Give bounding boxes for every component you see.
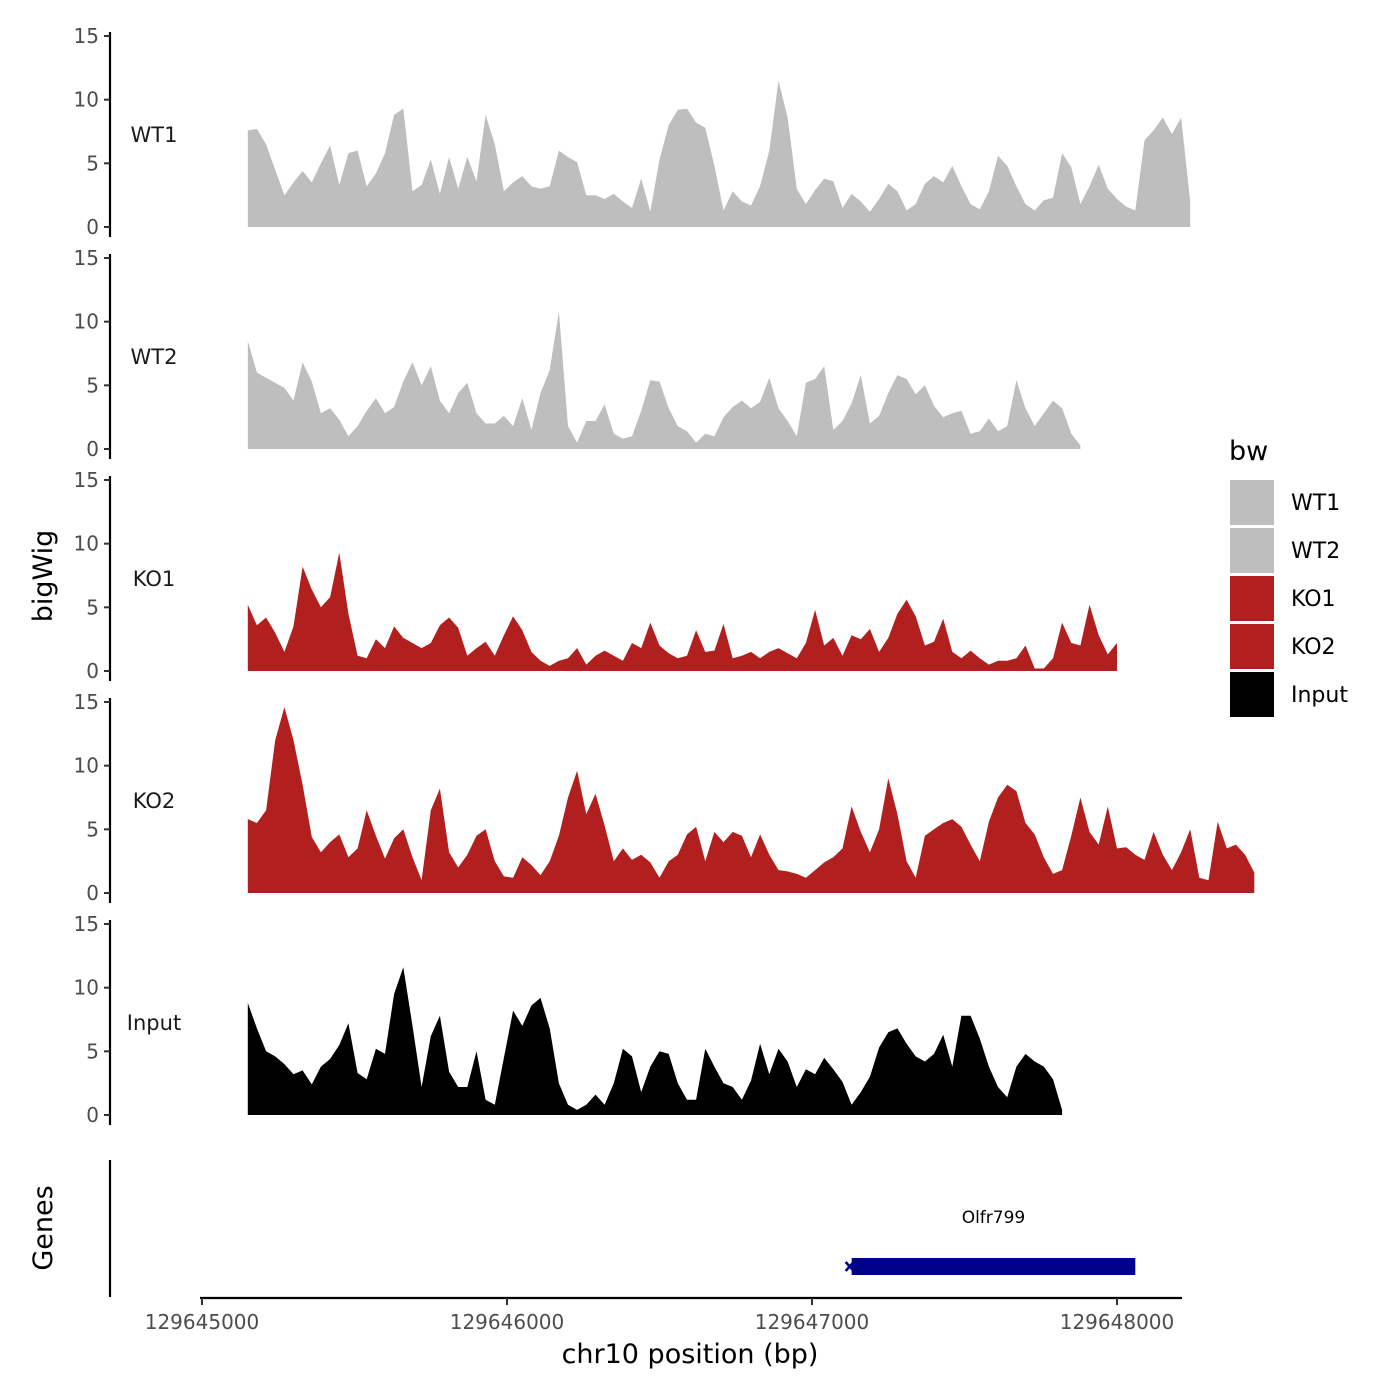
y-tick-label: 0 <box>86 437 99 461</box>
area-wt1 <box>247 80 1191 227</box>
area-input <box>247 967 1063 1115</box>
y-tick-label: 10 <box>74 532 99 556</box>
y-tick-label: 5 <box>86 373 99 397</box>
y-tick-label: 5 <box>86 817 99 841</box>
x-axis-title: chr10 position (bp) <box>562 1339 819 1370</box>
y-tick-label: 0 <box>86 215 99 239</box>
y-tick-label: 5 <box>86 151 99 175</box>
legend-item-input: Input <box>1230 672 1348 717</box>
legend: bw WT1 WT2 KO1 KO2 Input <box>1229 436 1348 717</box>
y-tick-label: 10 <box>74 310 99 334</box>
track-label: WT2 <box>131 345 178 369</box>
y-tick-label: 15 <box>74 246 99 270</box>
x-tick-label: 129647000 <box>755 1310 870 1334</box>
legend-item-wt2: WT2 <box>1230 528 1340 573</box>
legend-swatch <box>1230 528 1274 573</box>
legend-swatch <box>1230 672 1274 717</box>
legend-swatch <box>1230 624 1274 669</box>
genes-layer: Olfr799 <box>108 1160 1136 1297</box>
track-wt2: 0 5 10 15 WT2 <box>74 246 1081 461</box>
legend-label: KO2 <box>1291 635 1336 660</box>
legend-label: Input <box>1291 683 1348 708</box>
legend-label: WT2 <box>1291 539 1340 564</box>
legend-item-ko2: KO2 <box>1230 624 1336 669</box>
track-ko2: 0 5 10 15 KO2 <box>74 690 1255 905</box>
y-tick-label: 5 <box>86 1039 99 1063</box>
area-ko2 <box>247 707 1255 893</box>
y-tick-label: 15 <box>74 468 99 492</box>
y-tick-label: 15 <box>74 690 99 714</box>
y-tick-label: 10 <box>74 976 99 1000</box>
tracks-layer: 0 5 10 15 WT1 0 5 10 15 WT2 0 5 10 15 KO1 0 5 10 15 KO2 0 5 10… <box>74 24 1255 1127</box>
gene-body <box>851 1258 1136 1275</box>
y-tick-label: 0 <box>86 1103 99 1127</box>
track-input: 0 5 10 15 Input <box>74 912 1063 1127</box>
legend-swatch <box>1230 576 1274 621</box>
track-label: Input <box>127 1011 181 1035</box>
genes-axis-title: Genes <box>28 1185 59 1270</box>
x-tick-label: 129645000 <box>145 1310 260 1334</box>
gene-start-marker <box>844 1261 855 1272</box>
y-tick-label: 15 <box>74 24 99 48</box>
track-label: KO1 <box>133 567 176 591</box>
y-tick-label: 0 <box>86 881 99 905</box>
y-axis-title: bigWig <box>28 530 59 623</box>
y-tick-label: 0 <box>86 659 99 683</box>
legend-item-ko1: KO1 <box>1230 576 1336 621</box>
area-wt2 <box>247 311 1081 449</box>
x-axis: 129645000 129646000 129647000 129648000 <box>145 1296 1182 1334</box>
gene-olfr799: Olfr799 <box>844 1208 1136 1275</box>
legend-item-wt1: WT1 <box>1230 480 1340 525</box>
y-tick-label: 15 <box>74 912 99 936</box>
legend-title: bw <box>1229 436 1268 467</box>
track-wt1: 0 5 10 15 WT1 <box>74 24 1191 239</box>
y-tick-label: 10 <box>74 754 99 778</box>
track-ko1: 0 5 10 15 KO1 <box>74 468 1118 683</box>
y-tick-label: 5 <box>86 595 99 619</box>
legend-label: KO1 <box>1291 587 1336 612</box>
x-tick-label: 129648000 <box>1060 1310 1175 1334</box>
y-tick-label: 10 <box>74 88 99 112</box>
legend-swatch <box>1230 480 1274 525</box>
track-label: KO2 <box>133 789 176 813</box>
legend-label: WT1 <box>1291 491 1340 516</box>
x-tick-label: 129646000 <box>450 1310 565 1334</box>
gene-label: Olfr799 <box>962 1208 1026 1228</box>
area-ko1 <box>247 552 1118 671</box>
track-label: WT1 <box>131 123 178 147</box>
